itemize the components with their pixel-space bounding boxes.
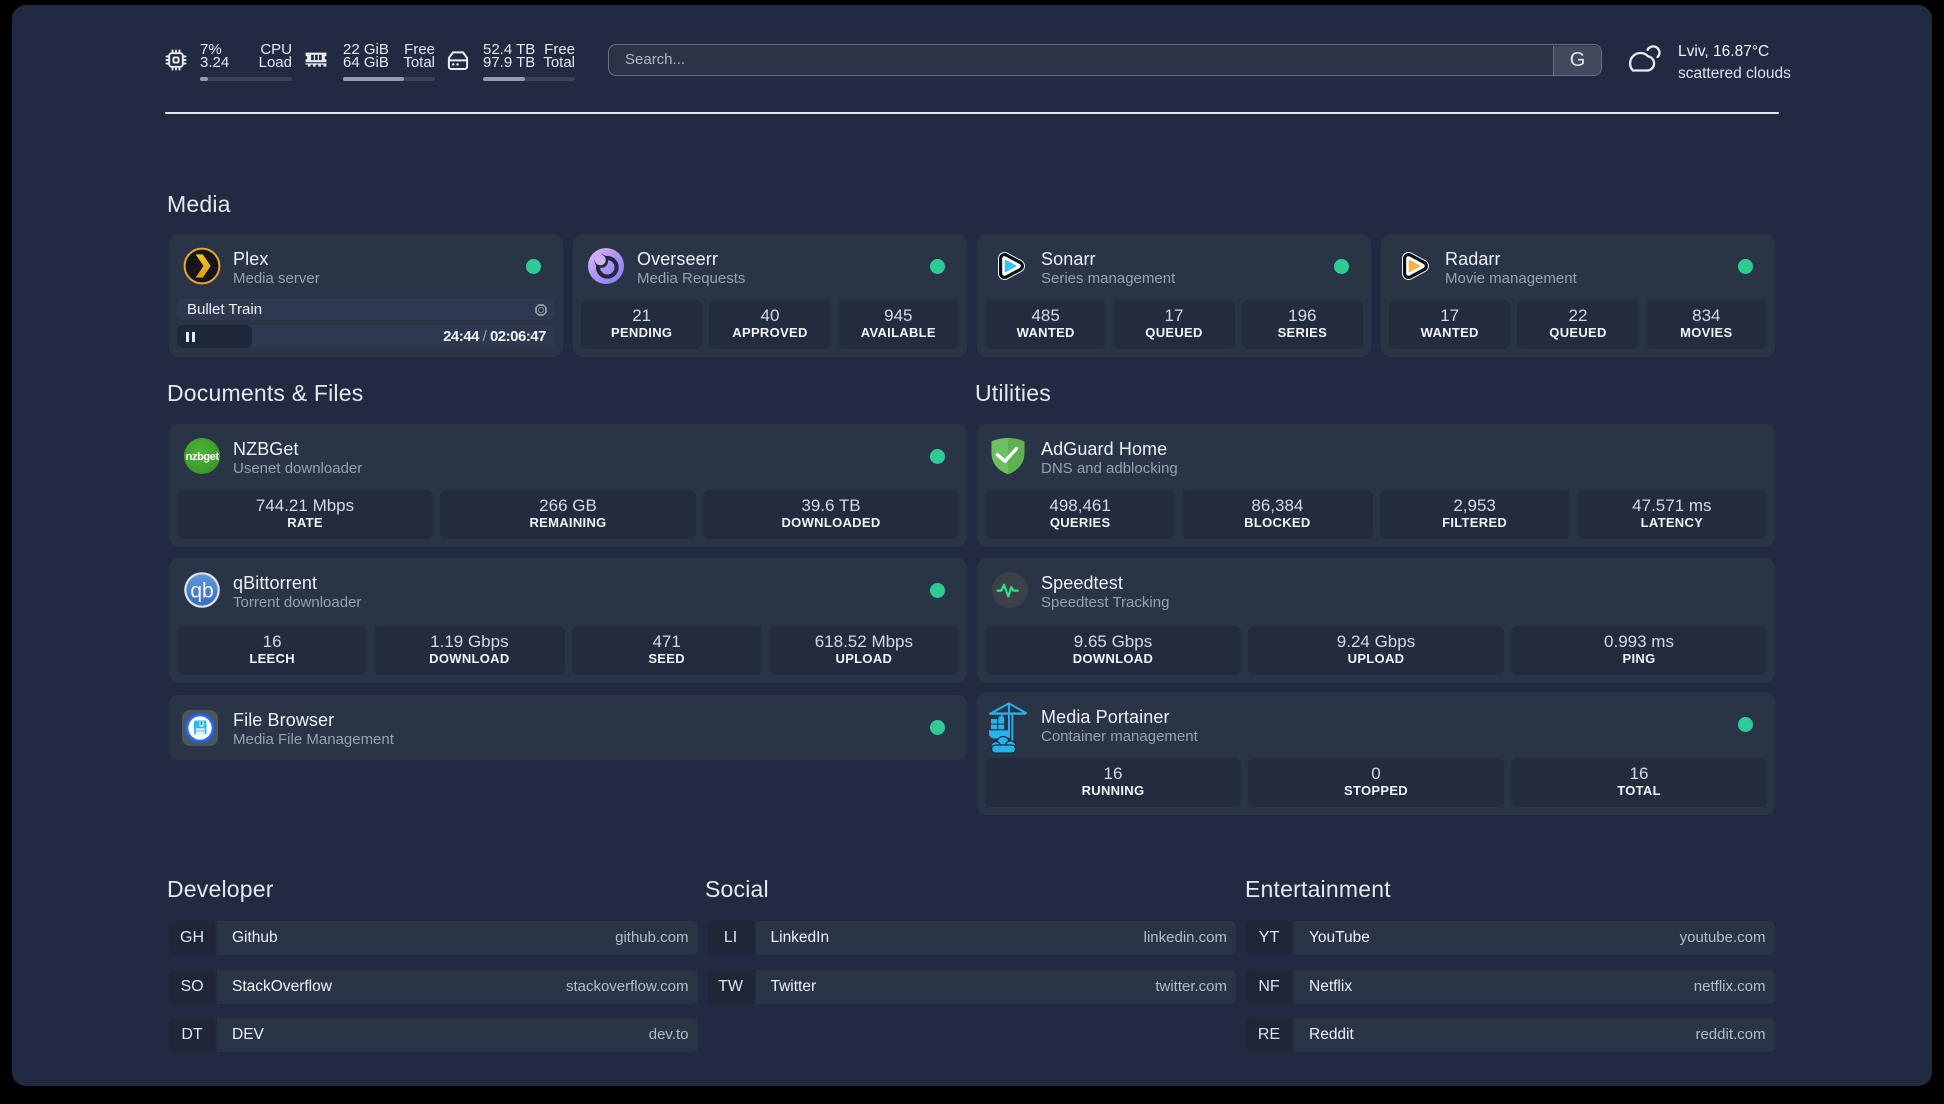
svg-text:nzbget: nzbget [186,451,220,463]
svg-text:qb: qb [190,580,213,603]
